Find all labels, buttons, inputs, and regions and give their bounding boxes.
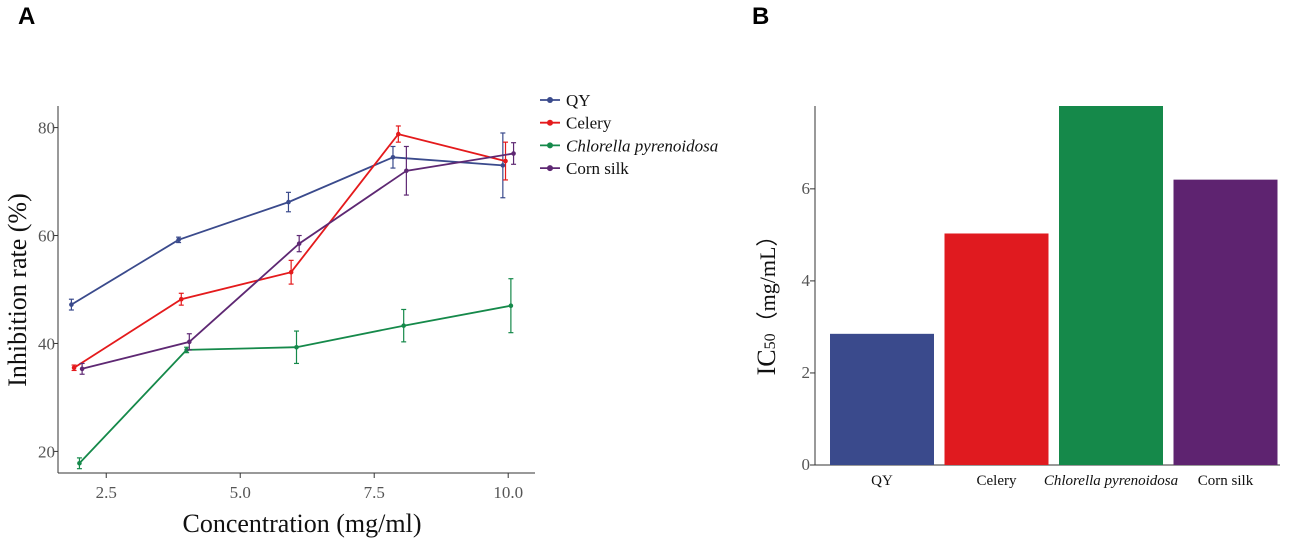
legend-item: Chlorella pyrenoidosa <box>540 136 718 155</box>
data-point <box>500 163 506 168</box>
a-y-tick-label: 80 <box>38 119 55 138</box>
panel-a-y-axis-title: Inhibition rate (%) <box>3 193 32 387</box>
data-point <box>288 269 294 275</box>
data-point <box>286 199 291 205</box>
legend-label: Corn silk <box>566 159 629 178</box>
legend-item: Corn silk <box>540 159 629 178</box>
legend-label: Celery <box>566 114 612 133</box>
panel-a-x-ticks: 2.5 5.0 7.5 10.0 <box>96 473 523 502</box>
legend-item: QY <box>540 91 591 110</box>
series-line <box>70 156 503 306</box>
legend-label: QY <box>566 91 591 110</box>
data-point <box>71 365 77 371</box>
data-point <box>184 347 189 353</box>
a-y-tick-label: 40 <box>38 334 55 353</box>
a-x-tick-label: 7.5 <box>364 483 385 502</box>
legend-label: Chlorella pyrenoidosa <box>566 136 718 155</box>
legend-swatch-dot <box>547 119 553 126</box>
data-point <box>503 158 508 164</box>
data-point <box>176 237 181 243</box>
data-point <box>294 344 299 350</box>
ic-subscript: 50 <box>762 333 779 349</box>
panel-a-y-ticks: 20 40 60 80 <box>38 119 58 461</box>
panel-a-x-axis-title: Concentration (mg/ml) <box>182 509 421 538</box>
legend-swatch-dot <box>547 165 553 172</box>
b-y-tick-label: 6 <box>802 179 811 198</box>
a-x-tick-label: 2.5 <box>96 483 117 502</box>
series-3 <box>79 142 517 375</box>
panel-b-category-labels: QY Celery Chlorella pyrenoidosa Corn silk <box>871 473 1254 489</box>
series-1 <box>71 125 509 372</box>
data-point <box>77 460 82 466</box>
panel-b-y-ticks: 0 2 4 6 <box>802 179 815 474</box>
data-point <box>178 296 184 302</box>
b-y-tick-label: 4 <box>802 271 811 290</box>
panel-b-bars <box>830 106 1278 465</box>
legend-swatch-dot <box>547 142 553 149</box>
ic-units: （mg/mL） <box>755 225 780 334</box>
data-point <box>401 323 406 328</box>
series-2 <box>76 278 514 470</box>
data-point <box>511 151 516 156</box>
category-label: Celery <box>977 473 1017 489</box>
data-point <box>404 168 409 174</box>
legend-item: Celery <box>540 114 612 133</box>
a-y-tick-label: 20 <box>38 442 55 461</box>
a-x-tick-label: 5.0 <box>230 483 251 502</box>
series-0 <box>68 132 506 311</box>
bar <box>1173 179 1278 465</box>
series-line <box>81 152 514 370</box>
data-point <box>296 241 302 246</box>
panel-a-series <box>68 125 517 470</box>
panel-a-line-chart: 20 40 60 80 2.5 5.0 7.5 10.0 Concentration (mg… <box>3 106 535 538</box>
series-line <box>78 304 512 464</box>
legend: QY Celery Chlorella pyrenoidosa Corn silk <box>540 91 718 178</box>
b-y-tick-label: 0 <box>802 455 811 474</box>
data-point <box>390 154 396 160</box>
panel-b-y-axis-title: IC50（mg/mL） <box>752 225 781 376</box>
bar <box>830 333 934 465</box>
b-y-tick-label: 2 <box>802 363 811 382</box>
data-point <box>396 131 401 137</box>
data-point <box>187 339 192 345</box>
data-point <box>79 366 85 372</box>
panel-label-b: B <box>752 3 769 30</box>
data-point <box>69 302 74 307</box>
panel-label-a: A <box>18 3 35 30</box>
bar <box>1059 106 1163 465</box>
ic-label: IC <box>752 349 781 375</box>
legend-swatch-dot <box>547 97 553 103</box>
a-x-tick-label: 10.0 <box>493 483 523 502</box>
data-point <box>508 303 514 308</box>
category-label: Chlorella pyrenoidosa <box>1044 473 1178 489</box>
bar <box>944 233 1049 465</box>
a-y-tick-label: 60 <box>38 227 55 246</box>
panel-b-bar-chart: 0 2 4 6 QY Celery Chlorella pyrenoidosa Corn s… <box>752 106 1280 489</box>
category-label: Corn silk <box>1198 473 1254 489</box>
category-label: QY <box>871 473 893 489</box>
